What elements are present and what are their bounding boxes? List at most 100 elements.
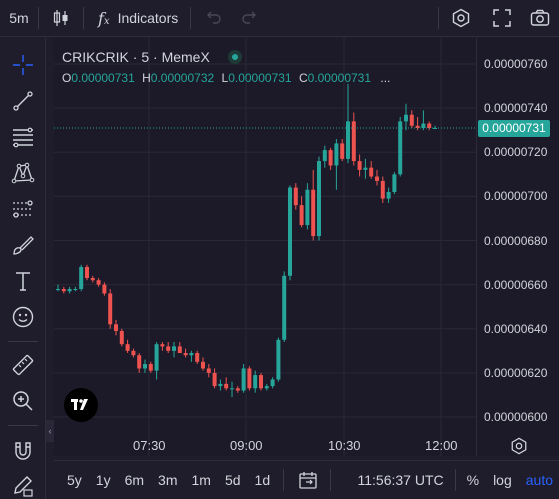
candle[interactable] bbox=[398, 116, 403, 177]
candle[interactable] bbox=[241, 364, 246, 393]
text-tool[interactable] bbox=[9, 267, 37, 295]
candle[interactable] bbox=[235, 386, 240, 393]
range-1y[interactable]: 1y bbox=[95, 472, 111, 488]
emoji-tool[interactable] bbox=[9, 303, 37, 331]
candle[interactable] bbox=[56, 284, 60, 292]
candle[interactable] bbox=[212, 368, 217, 389]
range-5y[interactable]: 5y bbox=[67, 472, 82, 488]
candle[interactable] bbox=[421, 110, 426, 131]
tradingview-logo[interactable] bbox=[64, 388, 98, 422]
zoom-tool[interactable] bbox=[9, 387, 37, 415]
candle[interactable] bbox=[322, 145, 327, 168]
range-5d[interactable]: 5d bbox=[224, 472, 241, 488]
candle[interactable] bbox=[363, 158, 368, 179]
range-1m[interactable]: 1m bbox=[191, 472, 211, 488]
price-axis[interactable] bbox=[476, 38, 559, 456]
settings-button[interactable] bbox=[439, 0, 483, 37]
auto-toggle[interactable]: auto bbox=[525, 472, 553, 488]
candle[interactable] bbox=[386, 187, 391, 203]
collapse-toolbar-tab[interactable]: ‹ bbox=[46, 420, 54, 442]
candle[interactable] bbox=[351, 112, 356, 166]
candle[interactable] bbox=[293, 183, 298, 210]
candle[interactable] bbox=[299, 196, 304, 228]
candle[interactable] bbox=[143, 359, 147, 373]
interval-button[interactable]: 5m bbox=[9, 10, 29, 26]
candle[interactable] bbox=[201, 357, 205, 371]
candle[interactable] bbox=[90, 275, 95, 283]
trend-line-tool[interactable] bbox=[9, 87, 37, 115]
candle[interactable] bbox=[259, 372, 263, 391]
candle[interactable] bbox=[206, 364, 211, 378]
candle-style-button[interactable] bbox=[39, 0, 83, 37]
candle[interactable] bbox=[328, 147, 333, 170]
brush-tool[interactable] bbox=[9, 231, 37, 259]
candle[interactable] bbox=[288, 185, 292, 281]
candle[interactable] bbox=[79, 264, 84, 292]
candle[interactable] bbox=[108, 289, 113, 329]
drawing-mode-tool[interactable] bbox=[9, 471, 37, 499]
candle[interactable] bbox=[172, 341, 176, 358]
candle[interactable] bbox=[346, 83, 350, 164]
candle[interactable] bbox=[73, 286, 78, 292]
candle[interactable] bbox=[177, 341, 182, 354]
candle[interactable] bbox=[282, 271, 287, 342]
candle[interactable] bbox=[148, 361, 153, 373]
candle[interactable] bbox=[154, 341, 159, 380]
candle[interactable] bbox=[247, 366, 252, 391]
candle[interactable] bbox=[85, 264, 89, 281]
candle[interactable] bbox=[340, 139, 345, 162]
candle[interactable] bbox=[166, 341, 171, 354]
candle[interactable] bbox=[119, 328, 124, 347]
candle[interactable] bbox=[433, 125, 437, 129]
candle[interactable] bbox=[334, 139, 339, 190]
candle[interactable] bbox=[230, 381, 234, 398]
chart-pane[interactable] bbox=[54, 38, 476, 456]
redo-button[interactable] bbox=[235, 0, 265, 37]
candle[interactable] bbox=[189, 350, 194, 362]
goto-date-button[interactable] bbox=[290, 470, 326, 490]
range-6m[interactable]: 6m bbox=[124, 472, 145, 488]
range-1d[interactable]: 1d bbox=[254, 472, 271, 488]
symbol-title[interactable]: CRIKCRIK · 5 · MemeX bbox=[62, 49, 210, 65]
magnet-tool[interactable] bbox=[9, 437, 37, 465]
candle[interactable] bbox=[218, 379, 223, 391]
candle[interactable] bbox=[305, 183, 310, 230]
candle[interactable] bbox=[276, 337, 281, 382]
utc-clock[interactable]: 11:56:37 UTC bbox=[357, 472, 444, 488]
candle[interactable] bbox=[357, 154, 362, 177]
candle[interactable] bbox=[409, 110, 414, 128]
candle[interactable] bbox=[427, 121, 432, 131]
pattern-tool[interactable] bbox=[9, 159, 37, 187]
fib-tool[interactable] bbox=[9, 123, 37, 151]
candle[interactable] bbox=[311, 169, 316, 241]
candle[interactable] bbox=[380, 176, 385, 203]
prediction-tool[interactable] bbox=[9, 195, 37, 223]
candle[interactable] bbox=[96, 278, 101, 287]
candle[interactable] bbox=[137, 353, 142, 373]
percent-toggle[interactable]: % bbox=[466, 472, 480, 488]
candle[interactable] bbox=[253, 370, 258, 393]
axis-settings-button[interactable] bbox=[510, 437, 528, 455]
candle[interactable] bbox=[270, 377, 275, 389]
snapshot-button[interactable] bbox=[521, 0, 559, 37]
candle[interactable] bbox=[264, 383, 269, 391]
indicators-button[interactable]: fx Indicators bbox=[84, 0, 190, 37]
candle[interactable] bbox=[131, 348, 136, 358]
crosshair-tool[interactable] bbox=[9, 51, 37, 79]
candlestick-chart[interactable] bbox=[54, 38, 476, 456]
candle[interactable] bbox=[392, 172, 397, 195]
candle[interactable] bbox=[404, 103, 408, 131]
candle[interactable] bbox=[67, 286, 72, 294]
candle[interactable] bbox=[183, 348, 188, 358]
candle[interactable] bbox=[369, 161, 374, 179]
candle[interactable] bbox=[114, 319, 118, 336]
candle[interactable] bbox=[375, 169, 379, 186]
candle[interactable] bbox=[61, 286, 66, 294]
candle[interactable] bbox=[195, 350, 200, 365]
candle[interactable] bbox=[317, 156, 321, 241]
log-toggle[interactable]: log bbox=[493, 472, 512, 488]
candle[interactable] bbox=[224, 377, 229, 391]
undo-button[interactable] bbox=[191, 0, 235, 37]
fullscreen-button[interactable] bbox=[483, 0, 521, 37]
legend-more[interactable]: ... bbox=[380, 71, 391, 85]
